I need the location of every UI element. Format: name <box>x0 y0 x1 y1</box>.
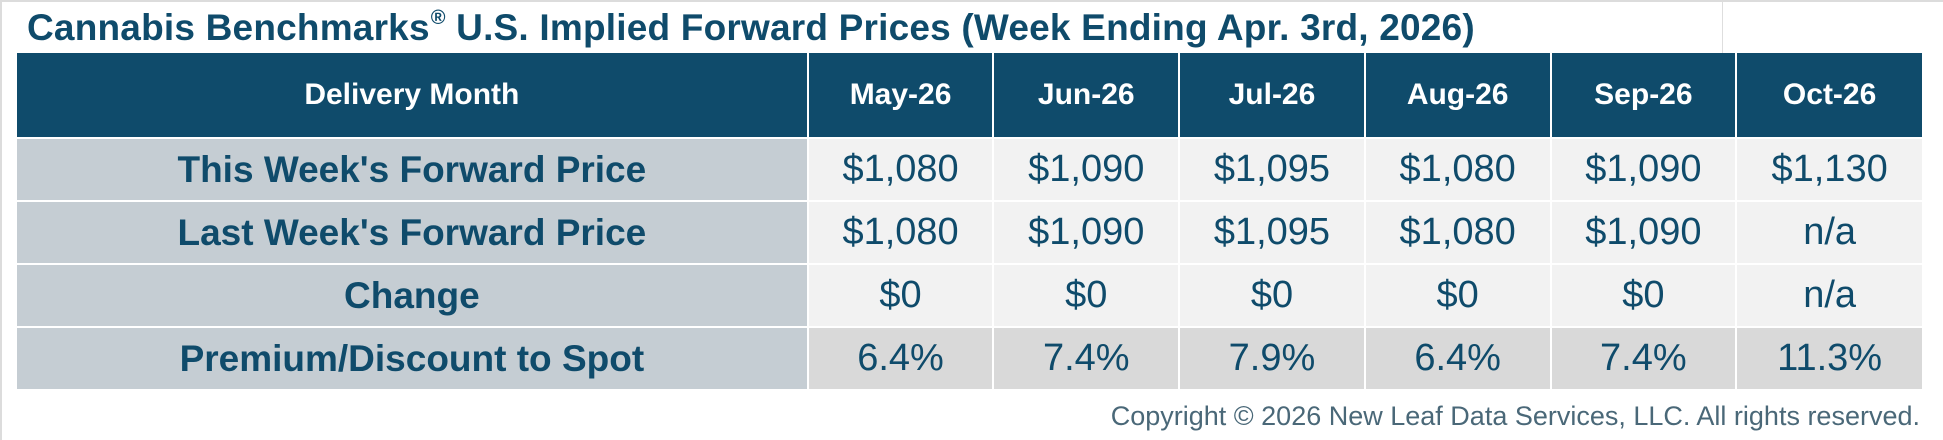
table-cell: $1,080 <box>1363 200 1552 265</box>
title-brand: Cannabis Benchmarks <box>27 7 430 48</box>
table-cell: $0 <box>992 263 1181 328</box>
table-cell: $1,090 <box>1549 137 1738 202</box>
table-cell: n/a <box>1735 200 1922 265</box>
header-month: May-26 <box>806 53 995 139</box>
table-cell: $1,095 <box>1178 200 1366 265</box>
table-cell: $1,090 <box>1549 200 1738 265</box>
table-cell: $1,090 <box>992 200 1181 265</box>
table-cell: $1,095 <box>1178 137 1366 202</box>
table-cell: $0 <box>806 263 995 328</box>
header-delivery-month: Delivery Month <box>17 53 809 139</box>
row-label: This Week's Forward Price <box>17 137 809 202</box>
header-month: Jun-26 <box>992 53 1181 139</box>
table-cell: $1,080 <box>1363 137 1552 202</box>
table-cell: $1,090 <box>992 137 1181 202</box>
copyright-notice: Copyright © 2026 New Leaf Data Services,… <box>1110 401 1920 431</box>
table-row-last-week: Last Week's Forward Price $1,080 $1,090 … <box>17 200 1922 265</box>
table-cell: n/a <box>1735 263 1922 328</box>
table-cell: 6.4% <box>806 326 995 389</box>
table-cell: $0 <box>1549 263 1738 328</box>
frame-border-left <box>0 0 2 440</box>
table-cell: $1,080 <box>806 200 995 265</box>
table-cell: $0 <box>1178 263 1366 328</box>
header-month: Aug-26 <box>1363 53 1552 139</box>
table-row-premium-discount: Premium/Discount to Spot 6.4% 7.4% 7.9% … <box>17 326 1922 389</box>
registered-trademark-icon: ® <box>430 7 446 29</box>
table-cell: 7.4% <box>1549 326 1738 389</box>
table-cell: $1,080 <box>806 137 995 202</box>
header-month: Jul-26 <box>1178 53 1366 139</box>
title-rest: U.S. Implied Forward Prices (Week Ending… <box>445 7 1475 48</box>
row-label: Last Week's Forward Price <box>17 200 809 265</box>
table-header-row: Delivery Month May-26 Jun-26 Jul-26 Aug-… <box>17 53 1922 139</box>
header-month: Oct-26 <box>1735 53 1922 139</box>
row-label: Change <box>17 263 809 328</box>
table-cell: 6.4% <box>1363 326 1552 389</box>
table-cell: 7.9% <box>1178 326 1366 389</box>
table-cell: 7.4% <box>992 326 1181 389</box>
frame-border-top <box>0 0 1943 2</box>
header-month: Sep-26 <box>1549 53 1738 139</box>
page-title: Cannabis Benchmarks® U.S. Implied Forwar… <box>27 4 1475 52</box>
forward-prices-table: Delivery Month May-26 Jun-26 Jul-26 Aug-… <box>17 53 1922 389</box>
table-row-this-week: This Week's Forward Price $1,080 $1,090 … <box>17 137 1922 202</box>
table-row-change: Change $0 $0 $0 $0 $0 n/a <box>17 263 1922 328</box>
table-cell: $0 <box>1363 263 1552 328</box>
table-cell: $1,130 <box>1735 137 1922 202</box>
title-separator <box>1722 2 1723 53</box>
row-label: Premium/Discount to Spot <box>17 326 809 389</box>
table-cell: 11.3% <box>1735 326 1922 389</box>
